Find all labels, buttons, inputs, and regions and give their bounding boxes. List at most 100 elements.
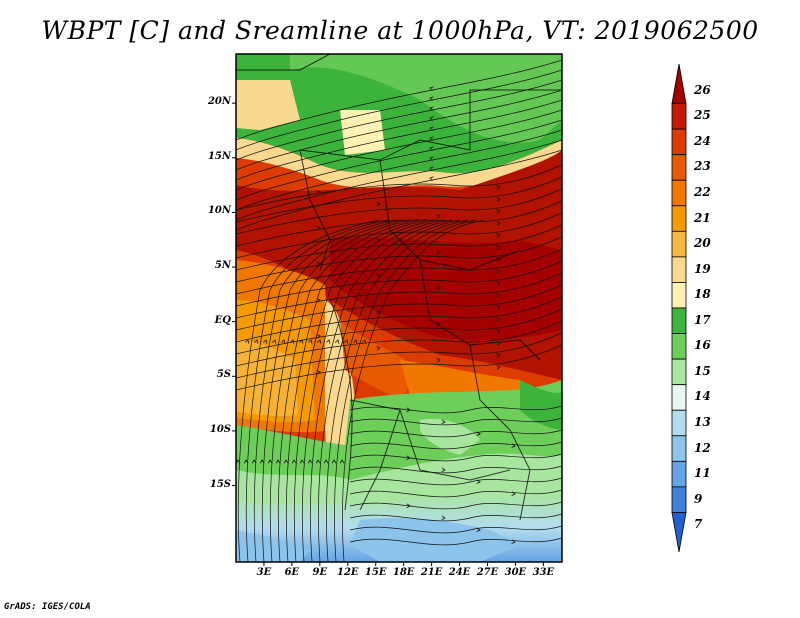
streamline-arrow	[429, 106, 434, 111]
streamline-arrow	[436, 214, 441, 219]
streamline	[349, 525, 562, 534]
streamline-arrow	[441, 419, 446, 424]
streamline	[236, 69, 562, 151]
streamline-arrow	[496, 329, 501, 334]
streamline-arrow	[429, 146, 434, 151]
colorbar-label: 14	[694, 389, 711, 404]
streamline-arrow	[496, 233, 501, 238]
map-frame	[235, 53, 563, 563]
streamline	[236, 308, 562, 355]
colorbar-segment	[671, 103, 687, 130]
lon-label: 27E	[476, 567, 499, 578]
streamline-arrow	[253, 339, 259, 344]
streamline-arrow	[316, 262, 321, 267]
streamline	[236, 296, 562, 343]
lon-label: 21E	[420, 567, 443, 578]
streamline	[349, 441, 562, 450]
streamline	[277, 219, 421, 562]
lon-label: 24E	[448, 567, 471, 578]
streamline-arrow	[316, 226, 321, 231]
streamline-arrow	[244, 339, 250, 344]
streamline-arrow	[316, 370, 321, 375]
streamline	[236, 59, 562, 141]
streamline-arrow	[476, 431, 481, 436]
streamline	[302, 219, 445, 562]
streamline-arrow	[476, 527, 481, 532]
streamline-arrow	[289, 339, 295, 344]
streamline	[236, 212, 562, 259]
colorbar-label: 7	[694, 517, 703, 532]
streamline	[236, 164, 562, 211]
colorbar-segment	[671, 435, 687, 462]
streamline-arrow	[343, 339, 349, 344]
streamline-arrow	[429, 126, 434, 131]
streamline	[349, 405, 562, 414]
streamline	[326, 219, 469, 562]
map-title: WBPT [C] and Sreamline at 1000hPa, VT: 2…	[41, 16, 759, 45]
streamline	[236, 260, 562, 307]
streamline	[349, 453, 562, 462]
streamline	[236, 272, 562, 319]
streamline	[349, 501, 562, 510]
streamline-arrow	[291, 459, 297, 464]
streamline-arrow	[259, 459, 265, 464]
streamline-arrow	[429, 176, 434, 181]
colorbar-segment	[671, 63, 687, 104]
streamline-arrow	[496, 293, 501, 298]
colorbar-segment	[671, 205, 687, 232]
streamline	[236, 332, 562, 379]
streamline-arrow	[271, 339, 277, 344]
streamline-arrow	[323, 459, 329, 464]
streamline	[236, 200, 562, 247]
streamline	[349, 477, 562, 486]
streamline-arrow	[316, 334, 321, 339]
streamline	[236, 344, 562, 391]
colorbar-label: 12	[694, 440, 711, 455]
streamline	[253, 219, 397, 562]
streamline-arrow	[511, 443, 516, 448]
streamline-arrow	[376, 238, 381, 243]
streamline-arrow	[496, 317, 501, 322]
streamline-arrow	[262, 339, 268, 344]
wbpt-field	[236, 54, 562, 562]
streamline-arrow	[339, 459, 345, 464]
colorbar-label: 26	[694, 82, 711, 97]
streamline	[236, 236, 562, 283]
streamline-arrow	[429, 96, 434, 101]
colorbar-label: 25	[694, 108, 711, 123]
streamline-arrow	[251, 459, 257, 464]
colorbar-label: 22	[694, 185, 711, 199]
streamline-arrow	[441, 467, 446, 472]
streamline	[236, 79, 562, 161]
streamline-arrow	[325, 339, 331, 344]
streamline-arrow	[376, 346, 381, 351]
streamline	[236, 224, 562, 271]
streamline-arrow	[476, 479, 481, 484]
streamline	[318, 219, 461, 562]
colorbar-segment	[671, 486, 687, 513]
streamline-arrow	[496, 305, 501, 310]
colorbar-label: 17	[694, 312, 711, 327]
streamline	[236, 320, 562, 367]
lat-label: EQ	[214, 314, 231, 326]
colorbar-label: 15	[694, 363, 711, 378]
lat-label: 15S	[209, 478, 231, 490]
colorbar-label: 13	[694, 415, 711, 429]
streamline	[236, 284, 562, 331]
streamline-arrow	[496, 209, 501, 214]
lon-label: 3E	[256, 567, 272, 578]
colorbar-segment	[671, 307, 687, 334]
streamline	[236, 188, 562, 235]
colorbar-segment	[671, 282, 687, 309]
colorbar-label: 20	[694, 236, 711, 251]
streamline	[236, 139, 562, 221]
streamline	[349, 417, 562, 426]
colorbar-segment	[671, 333, 687, 360]
colorbar-label: 21	[694, 210, 711, 225]
colorbar-label: 16	[694, 338, 711, 353]
colorbar-segment	[671, 154, 687, 181]
streamline	[349, 489, 562, 498]
lon-label: 6E	[284, 567, 300, 578]
streamline-arrow	[436, 250, 441, 255]
